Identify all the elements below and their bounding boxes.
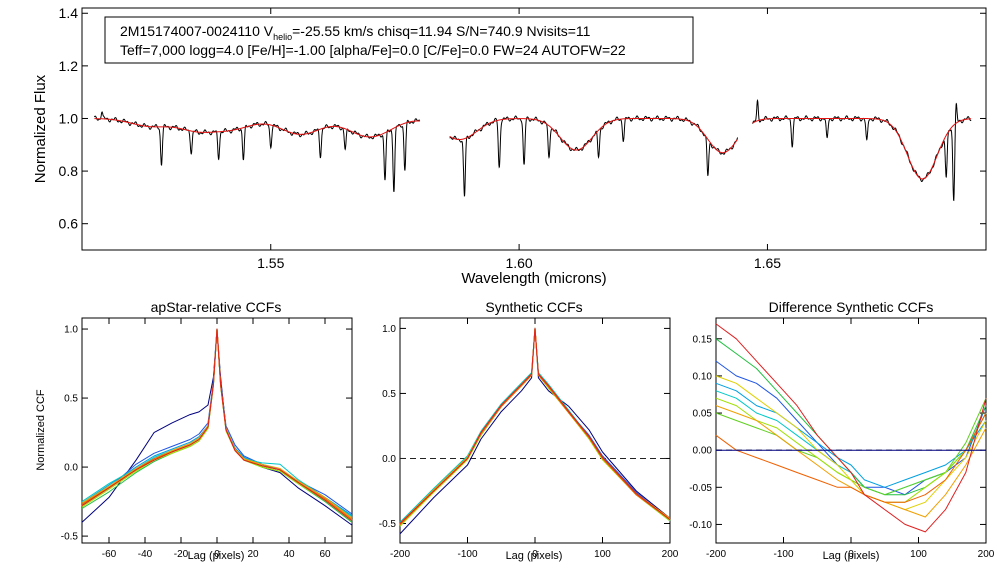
synthetic-ccf-x-tick-label: -200 (390, 549, 410, 560)
synthetic-ccf-series-visit-3 (399, 327, 671, 524)
difference-ccf-x-tick-label: 200 (978, 549, 995, 560)
synthetic-ccf-y-tick-label: 0.0 (382, 454, 396, 465)
difference-ccf-series-visit-10 (715, 323, 987, 533)
spectrum-axis-ticks: 1.55 1.60 1.65 0.6 0.8 1.0 1.2 1.4 (59, 5, 986, 271)
apstar-ccf-x-tick-label: -60 (102, 549, 117, 560)
spectrum-observed-chip-2 (449, 115, 739, 197)
spectrum-y-tick-label: 0.8 (59, 163, 79, 179)
synthetic-ccf-axis-ticks: -200 -100 0 100 200 -0.5 0.0 0.5 1.0 (379, 318, 679, 560)
apstar-ccf-series-visit-11 (81, 328, 353, 522)
synthetic-ccf-y-tick-label: 0.5 (382, 389, 396, 400)
spectrum-x-tick-label: 1.60 (505, 255, 532, 271)
apstar-ccf-x-tick-label: -20 (174, 549, 189, 560)
difference-ccf-y-tick-label: 0.05 (693, 409, 713, 420)
apstar-ccf-x-tick-label: 0 (214, 549, 220, 560)
synthetic-ccf-series-visit-1 (399, 327, 671, 535)
synthetic-ccf-series-visit-7 (399, 327, 671, 527)
apstar-ccf-series-visit-2 (81, 328, 353, 515)
apstar-ccf-data (81, 328, 353, 526)
apstar-ccf-series-visit-1 (81, 328, 353, 526)
synthetic-ccf-data (399, 327, 671, 535)
synthetic-ccf-y-tick-label: -0.5 (379, 519, 397, 530)
synthetic-ccf-series-visit-8 (399, 327, 671, 526)
synthetic-ccf-series-visit-10 (399, 327, 671, 526)
spectrum-model-chip-1 (94, 118, 420, 138)
apstar-ccf-x-tick-label: -40 (138, 549, 153, 560)
synthetic-ccf-y-tick-label: 1.0 (382, 324, 396, 335)
spectrum-y-tick-label: 1.0 (59, 110, 79, 126)
spectrum-y-tick-label: 1.2 (59, 58, 79, 74)
spectrum-observed-chip-3 (752, 99, 972, 202)
synthetic-ccf-series-visit-6 (399, 327, 671, 524)
synthetic-ccf-plot-frame (399, 317, 671, 544)
spectrum-model-chip-2 (449, 118, 739, 154)
annotation-subscript-helio: helio (273, 32, 292, 42)
difference-ccf-axis-ticks: -200 -100 0 100 200 -0.10 -0.05 0.00 0.05 0.10 0.1… (689, 318, 995, 560)
difference-ccf-y-tick-label: -0.05 (689, 483, 712, 494)
difference-ccf-y-tick-label: 0.15 (693, 334, 713, 345)
synthetic-ccf-series-visit-5 (399, 327, 671, 526)
synthetic-ccf-panel: Synthetic CCFs -200 -100 0 100 200 -0.5 0.0 0.5… (379, 299, 679, 562)
synthetic-ccf-x-tick-label: -100 (457, 549, 477, 560)
apstar-ccf-series-visit-9 (81, 328, 353, 519)
spectrum-annotation-line-1: 2M15174007-0024110 Vhelio=-25.55 km/s ch… (120, 23, 591, 42)
spectrum-x-tick-label: 1.55 (257, 255, 284, 271)
difference-ccf-y-tick-label: -0.10 (689, 520, 712, 531)
difference-ccf-x-tick-label: -200 (706, 549, 726, 560)
difference-ccf-data (715, 323, 987, 533)
synthetic-ccf-x-axis-label: Lag (pixels) (506, 550, 563, 562)
difference-ccf-title: Difference Synthetic CCFs (769, 299, 934, 315)
difference-ccf-y-tick-label: 0.10 (693, 371, 713, 382)
difference-ccf-x-axis-label: Lag (pixels) (823, 550, 880, 562)
apstar-ccf-series-visit-5 (81, 328, 353, 523)
difference-ccf-series-visit-9 (715, 412, 987, 503)
apstar-ccf-y-tick-label: -0.5 (61, 532, 79, 543)
synthetic-ccf-series-visit-4 (399, 327, 671, 523)
spectrum-y-tick-label: 1.4 (59, 5, 79, 21)
apstar-ccf-x-tick-label: 20 (247, 549, 259, 560)
spectrum-plot-frame (81, 7, 987, 251)
annotation-star-velocity: 2M15174007-0024110 V (120, 23, 274, 39)
difference-ccf-series-visit-8 (715, 405, 987, 518)
difference-ccf-y-tick-label: 0.00 (693, 446, 713, 457)
difference-ccf-x-tick-label: 100 (910, 549, 927, 560)
spectrum-data (93, 99, 972, 202)
difference-ccf-panel: Difference Synthetic CCFs -200 -100 0 100 20… (689, 299, 995, 562)
apstar-ccf-y-tick-label: 1.0 (64, 325, 78, 336)
synthetic-ccf-series-visit-2 (399, 327, 671, 527)
synthetic-ccf-series-visit-9 (399, 327, 671, 524)
apstar-ccf-x-axis-label: Lag (pixels) (188, 550, 245, 562)
apstar-ccf-axis-ticks: -60 -40 -20 0 20 40 60 -0.5 0.0 0.5 1.0 (61, 318, 352, 560)
spectrum-model-chip-3 (752, 118, 972, 180)
spectrum-x-axis-label: Wavelength (microns) (461, 270, 606, 287)
synthetic-ccf-series-visit-11 (399, 327, 671, 524)
difference-ccf-series-visit-4 (715, 338, 987, 496)
spectrum-x-tick-label: 1.65 (754, 255, 781, 271)
apstar-ccf-y-axis-label: Normalized CCF (35, 389, 47, 471)
difference-ccf-series-visit-7 (715, 375, 987, 511)
spectrum-y-axis-label: Normalized Flux (32, 74, 49, 183)
synthetic-ccf-x-tick-label: 100 (594, 549, 611, 560)
apstar-ccf-x-tick-label: 60 (319, 549, 331, 560)
spectrum-y-tick-label: 0.6 (59, 216, 79, 232)
synthetic-ccf-title: Synthetic CCFs (485, 299, 582, 315)
apstar-ccf-panel: apStar-relative CCFs -60 -40 -20 0 20 40 60 -0.… (35, 299, 353, 562)
apstar-ccf-y-tick-label: 0.5 (64, 394, 78, 405)
spectrum-annotation-box (104, 16, 694, 64)
spectrum-panel: 1.55 1.60 1.65 0.6 0.8 1.0 1.2 1.4 Wavelength (… (32, 5, 987, 287)
apstar-ccf-title: apStar-relative CCFs (151, 299, 282, 315)
synthetic-ccf-x-tick-label: 200 (662, 549, 679, 560)
spectrum-annotation-line-2: Teff=7,000 logg=4.0 [Fe/H]=-1.00 [alpha/… (120, 42, 626, 58)
difference-ccf-x-tick-label: -100 (773, 549, 793, 560)
apstar-ccf-plot-frame (81, 317, 353, 544)
synthetic-ccf-x-tick-label: 0 (532, 549, 538, 560)
apstar-ccf-y-tick-label: 0.0 (64, 463, 78, 474)
difference-ccf-series-visit-2 (715, 382, 987, 488)
annotation-velocity-stats: =-25.55 km/s chisq=11.94 S/N=740.9 Nvisi… (292, 23, 591, 39)
apstar-ccf-x-tick-label: 40 (283, 549, 295, 560)
apstar-ccf-series-visit-7 (81, 328, 353, 522)
difference-ccf-x-tick-label: 0 (848, 549, 854, 560)
